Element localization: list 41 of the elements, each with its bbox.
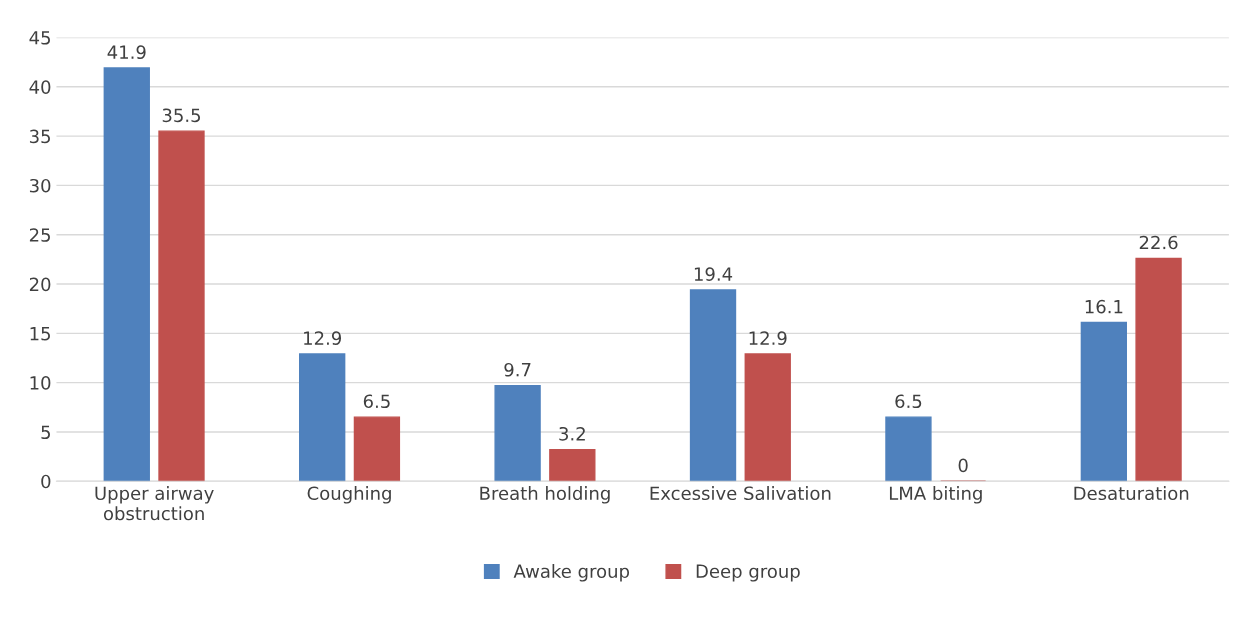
y-tick-label: 20 xyxy=(29,277,51,292)
bar xyxy=(549,448,596,482)
bar xyxy=(1080,321,1128,482)
legend-label: Deep group xyxy=(696,564,800,582)
x-tick-label: Excessive Salivation xyxy=(650,486,831,501)
bar xyxy=(103,67,150,482)
y-tick-label: 45 xyxy=(29,31,50,45)
bar xyxy=(689,289,737,482)
x-tick-label: LMA biting xyxy=(889,486,982,504)
y-tick-label: 5 xyxy=(41,425,50,440)
data-label: 35.5 xyxy=(162,108,201,123)
y-tick-label: 40 xyxy=(29,80,51,94)
x-tick-label: Upper airway obstruction xyxy=(95,486,214,521)
y-tick-label: 15 xyxy=(30,327,50,341)
bar xyxy=(744,353,791,482)
bar xyxy=(299,353,346,482)
bar xyxy=(885,416,932,482)
data-label: 6.5 xyxy=(363,394,390,409)
y-tick-label: 10 xyxy=(30,376,51,390)
data-label: 0 xyxy=(958,458,968,473)
y-tick-label: 30 xyxy=(29,178,51,193)
x-tick-label: Desaturation xyxy=(1074,486,1189,501)
x-tick-label: Breath holding xyxy=(480,486,610,504)
data-label: 41.9 xyxy=(107,45,146,60)
bar xyxy=(1135,257,1182,482)
y-tick-label: 0 xyxy=(41,474,51,489)
data-label: 22.6 xyxy=(1139,235,1178,250)
data-label: 16.1 xyxy=(1085,299,1123,314)
legend-label: Awake group xyxy=(513,564,630,582)
data-label: 9.7 xyxy=(504,362,531,377)
bar xyxy=(158,130,205,482)
x-tick-label: Coughing xyxy=(307,486,391,504)
bar xyxy=(494,384,541,482)
y-tick-label: 25 xyxy=(29,228,50,242)
data-label: 19.4 xyxy=(694,267,733,281)
data-label: 12.9 xyxy=(749,331,787,345)
data-label: 6.5 xyxy=(895,394,922,409)
data-label: 3.2 xyxy=(559,426,585,441)
data-label: 12.9 xyxy=(304,331,342,345)
y-tick-label: 35 xyxy=(29,129,50,144)
bar xyxy=(353,416,401,482)
